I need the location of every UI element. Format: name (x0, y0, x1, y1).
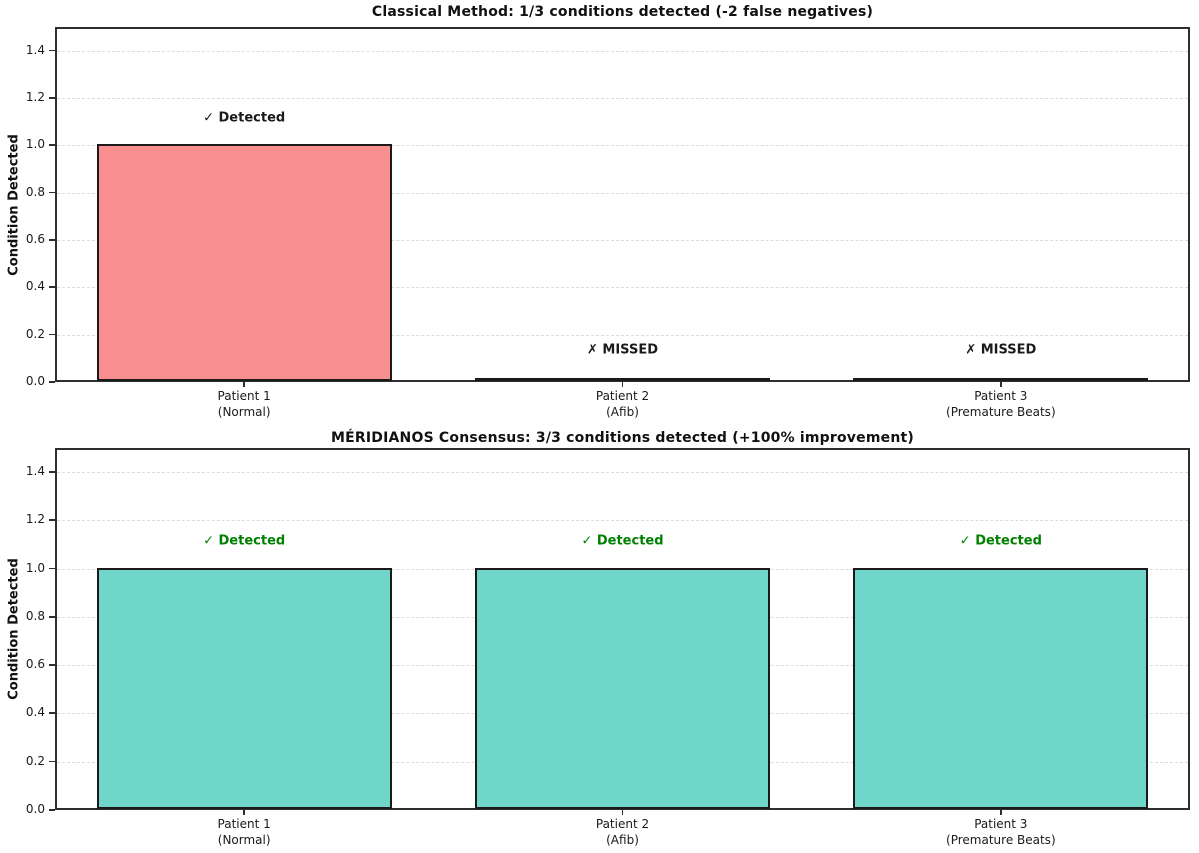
x-tick-label: Patient 1 (Normal) (84, 389, 404, 420)
bar-patient-3 (853, 378, 1149, 381)
y-tick-mark (49, 144, 55, 146)
x-tick-mark (621, 382, 624, 387)
x-tick-label: Patient 2 (Afib) (463, 389, 783, 420)
x-tick-mark (621, 810, 624, 815)
x-tick-label: Patient 1 (Normal) (84, 817, 404, 848)
y-tick-mark (49, 567, 55, 570)
y-tick-label: 1.4 (25, 464, 45, 479)
y-tick-mark (49, 664, 55, 666)
bar-patient-2 (474, 567, 771, 809)
classical-method-chart: Classical Method: 1/3 conditions detecte… (0, 0, 1199, 426)
x-tick-mark (243, 382, 245, 387)
x-tick-label: Patient 2 (Afib) (463, 817, 783, 848)
y-gridline (57, 240, 1188, 241)
chart-title: MÉRIDIANOS Consensus: 3/3 conditions det… (331, 430, 914, 446)
y-tick-label: 1.0 (25, 137, 45, 152)
y-axis-label: Condition Detected (6, 558, 22, 700)
x-tick-label-line2: (Premature Beats) (946, 832, 1056, 847)
y-tick-label: 0.0 (25, 802, 45, 816)
x-tick-mark (243, 810, 245, 815)
bar-patient-3 (853, 567, 1149, 809)
y-tick-label: 0.8 (25, 608, 45, 623)
y-axis-label: Condition Detected (6, 133, 22, 276)
bar-patient-2 (474, 378, 771, 381)
y-gridline (57, 472, 1188, 474)
y-tick-mark (49, 381, 55, 383)
y-tick-label: 1.2 (25, 512, 45, 527)
detected-annotation: ✓ Detected (203, 109, 286, 125)
x-tick-mark (1000, 810, 1002, 815)
y-tick-mark (49, 615, 55, 618)
y-gridline (57, 192, 1188, 194)
x-tick-label-line1: Patient 2 (595, 817, 650, 831)
y-tick-label: 0.2 (25, 326, 45, 341)
y-tick-label: 0.8 (25, 184, 45, 199)
x-tick-label-line1: Patient 3 (974, 817, 1028, 831)
y-gridline (57, 287, 1188, 289)
x-tick-label-line2: (Normal) (217, 832, 271, 847)
y-tick-mark (49, 519, 55, 521)
meridianos-consensus-chart: MÉRIDIANOS Consensus: 3/3 conditions det… (0, 426, 1199, 853)
y-tick-mark (49, 333, 55, 336)
y-tick-label: 0.2 (25, 753, 45, 768)
y-tick-mark (49, 239, 55, 241)
detected-annotation: ✓ Detected (959, 532, 1042, 548)
y-tick-label: 0.4 (25, 279, 45, 294)
y-tick-mark (49, 191, 55, 194)
y-gridline (57, 145, 1188, 147)
x-tick-label-line2: (Afib) (606, 832, 639, 847)
y-gridline (57, 50, 1188, 52)
y-tick-label: 0.6 (25, 232, 45, 246)
x-tick-label: Patient 3 (Premature Beats) (841, 389, 1161, 420)
y-tick-mark (49, 471, 55, 473)
y-tick-label: 0.4 (25, 705, 45, 720)
y-gridline (57, 520, 1188, 522)
x-tick-label-line2: (Normal) (217, 404, 271, 419)
detected-annotation: ✓ Detected (581, 532, 664, 548)
detected-annotation: ✓ Detected (203, 532, 286, 548)
y-tick-label: 1.4 (25, 42, 45, 57)
y-tick-mark (49, 97, 55, 99)
y-tick-mark (49, 809, 55, 811)
y-tick-label: 0.6 (25, 657, 45, 672)
y-tick-label: 0.0 (25, 374, 45, 388)
y-tick-mark (49, 712, 55, 715)
bar-patient-1 (96, 144, 392, 381)
missed-annotation: ✗ MISSED (586, 341, 659, 357)
chart-title: Classical Method: 1/3 conditions detecte… (371, 4, 874, 20)
x-tick-label-line1: Patient 3 (974, 389, 1028, 403)
y-gridline (57, 98, 1188, 99)
bar-patient-1 (96, 567, 392, 809)
x-tick-mark (1000, 382, 1002, 387)
x-tick-label-line1: Patient 1 (217, 389, 271, 403)
y-tick-label: 1.0 (25, 560, 45, 575)
x-tick-label: Patient 3 (Premature Beats) (841, 817, 1161, 848)
x-tick-label-line2: (Afib) (606, 404, 639, 419)
y-tick-mark (49, 760, 55, 763)
y-tick-label: 1.2 (25, 90, 45, 104)
x-tick-label-line1: Patient 2 (595, 389, 650, 403)
x-tick-label-line2: (Premature Beats) (946, 404, 1056, 419)
y-gridline (57, 334, 1188, 336)
y-tick-mark (49, 49, 55, 52)
x-tick-label-line1: Patient 1 (217, 817, 271, 831)
y-tick-mark (49, 286, 55, 288)
missed-annotation: ✗ MISSED (965, 341, 1037, 357)
